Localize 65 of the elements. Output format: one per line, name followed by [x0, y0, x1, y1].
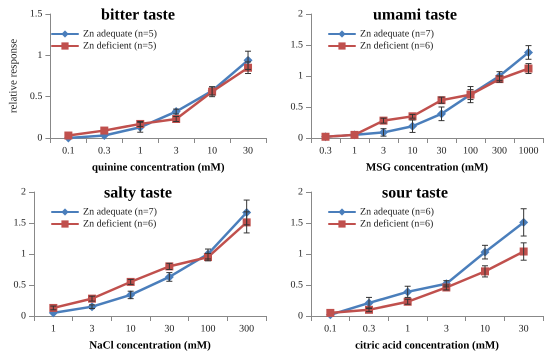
x-tick-label: 0.3	[362, 324, 376, 334]
x-tick-label: 30	[164, 324, 174, 334]
y-axis-title: relative response	[8, 38, 20, 114]
legend-label: Zn deficient (n=6)	[360, 40, 434, 52]
y-tick-label: 1	[298, 248, 303, 260]
y-tick-label: 1	[37, 50, 42, 61]
x-tick-label: 100	[200, 324, 216, 334]
x-tick-label: 1000	[518, 146, 538, 156]
x-tick-label: 0.1	[62, 146, 75, 156]
x-tick-label: 3	[381, 146, 386, 156]
point	[326, 308, 334, 317]
y-tick-label: 1	[298, 70, 303, 82]
x-tick-label: 10	[480, 324, 490, 334]
legend-label: Zn adequate (n=7)	[360, 28, 434, 40]
x-tick-label: 1	[352, 146, 357, 156]
chart-title: salty taste	[104, 184, 172, 202]
x-axis-title: quinine concentration (mM)	[92, 162, 225, 174]
x-tick-label: 10	[408, 146, 418, 156]
y-tick-label: 0	[21, 310, 26, 322]
y-tick-label: 0	[37, 132, 42, 144]
x-tick-label: 100	[463, 146, 478, 156]
x-tick-label: 10	[207, 146, 218, 156]
y-tick-label: 1.5	[30, 8, 42, 20]
x-tick-label: 0.3	[98, 146, 111, 156]
y-tick-label: 1.5	[14, 218, 26, 228]
x-tick-label: 30	[436, 146, 446, 156]
x-tick-label: 1	[405, 324, 410, 334]
chart-title: sour taste	[382, 184, 448, 202]
x-axis-title: MSG concentration (mM)	[366, 162, 488, 174]
y-tick-label: 0.5	[14, 280, 26, 290]
y-tick-label: 1	[21, 248, 26, 260]
y-tick-label: 1.5	[290, 218, 303, 228]
x-tick-label: 3	[90, 324, 94, 334]
x-axis-title: citric acid concentration (mM)	[355, 340, 500, 352]
chart-title: bitter taste	[101, 6, 175, 24]
legend-label: Zn deficient (n=6)	[360, 218, 434, 230]
y-tick-label: 0.5	[290, 280, 303, 290]
y-tick-label: 0.5	[290, 102, 303, 112]
x-axis-title: NaCl concentration (mM)	[89, 340, 212, 352]
x-tick-label: 0.1	[324, 324, 337, 334]
legend-label: Zn adequate (n=5)	[83, 28, 157, 40]
x-tick-label: 0.3	[319, 146, 332, 156]
y-tick-label: 1.5	[290, 40, 303, 50]
chart-title: umami taste	[373, 6, 457, 24]
x-tick-label: 300	[239, 324, 254, 334]
legend-label: Zn deficient (n=6)	[83, 218, 156, 230]
legend-label: Zn adequate (n=7)	[83, 206, 157, 218]
legend-label: Zn adequate (n=6)	[360, 206, 434, 218]
y-tick-label: 2	[298, 186, 303, 198]
point	[100, 126, 108, 135]
x-tick-label: 1	[138, 146, 143, 156]
y-tick-label: 0	[298, 310, 303, 322]
legend-label: Zn deficient (n=5)	[83, 40, 156, 52]
x-tick-label: 300	[492, 146, 507, 156]
y-tick-label: 2	[21, 186, 26, 198]
y-tick-label: 0	[298, 132, 303, 144]
x-tick-label: 30	[243, 146, 254, 156]
x-tick-label: 1	[50, 324, 56, 334]
x-tick-label: 30	[518, 324, 529, 334]
x-tick-label: 3	[444, 324, 449, 334]
y-tick-label: 0.5	[30, 91, 42, 102]
x-tick-label: 10	[126, 324, 136, 334]
point	[64, 132, 72, 140]
x-tick-label: 3	[174, 146, 179, 156]
y-tick-label: 2	[298, 8, 303, 20]
